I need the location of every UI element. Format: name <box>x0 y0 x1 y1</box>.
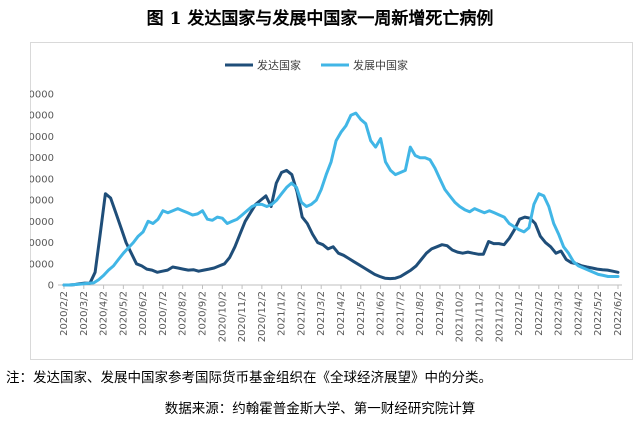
series-line-1 <box>62 168 620 287</box>
y-tick-label: 20000 <box>30 238 54 249</box>
series-line-2 <box>62 111 620 287</box>
x-tick-label: 2022/3/2 <box>554 291 565 336</box>
x-tick-label: 2021/12/2 <box>494 291 505 342</box>
x-tick-label: 2021/7/2 <box>395 291 406 336</box>
x-tick-label: 2022/5/2 <box>593 291 604 336</box>
x-tick-label: 2022/6/2 <box>613 291 624 336</box>
x-tick-label: 2020/5/2 <box>118 291 129 336</box>
legend-label: 发达国家 <box>257 58 301 72</box>
x-tick-label: 2021/10/2 <box>455 291 466 342</box>
x-axis: 2020/2/2 2020/3/2 2020/4/2 2020/5/2 2020/6/2… <box>58 284 624 342</box>
x-tick-label: 2020/11/2 <box>237 291 248 342</box>
x-tick-label: 2020/2/2 <box>59 291 70 336</box>
y-tick-label: 30000 <box>30 217 54 228</box>
y-tick-label: 40000 <box>30 196 54 207</box>
x-tick-label: 2020/7/2 <box>158 291 169 336</box>
x-tick-label: 2021/9/2 <box>435 291 446 336</box>
x-tick-label: 2021/6/2 <box>376 291 387 336</box>
x-tick-label: 2021/8/2 <box>415 291 426 336</box>
x-tick-label: 2022/2/2 <box>534 291 545 336</box>
y-tick-label: 80000 <box>30 111 54 122</box>
y-tick-label: 50000 <box>30 174 54 185</box>
x-tick-label: 2020/6/2 <box>138 291 149 336</box>
x-tick-label: 2020/4/2 <box>99 291 110 336</box>
y-tick-label: 70000 <box>30 132 54 143</box>
y-axis: 0 10000 20000 30000 40000 50000 60000 70000 8000… <box>30 90 54 292</box>
x-tick-label: 2021/2/2 <box>296 291 307 336</box>
x-tick-label: 2021/11/2 <box>475 291 486 342</box>
chart-note: 注：发达国家、发展中国家参考国际货币基金组织在《全球经济展望》中的分类。 <box>6 370 492 386</box>
x-tick-label: 2021/4/2 <box>336 291 347 336</box>
x-tick-label: 2021/1/2 <box>277 291 288 336</box>
x-tick-label: 2022/4/2 <box>573 291 584 336</box>
line-chart: 发达国家 发展中国家 0 10000 20000 30000 40000 50000 6000… <box>30 58 624 342</box>
x-tick-label: 2020/3/2 <box>79 291 90 336</box>
legend-label: 发展中国家 <box>353 58 408 72</box>
x-tick-label: 2021/3/2 <box>316 291 327 336</box>
x-tick-label: 2020/12/2 <box>257 291 268 342</box>
y-tick-label: 0 <box>48 281 54 292</box>
y-tick-label: 10000 <box>30 259 54 270</box>
chart-title: 图 1 发达国家与发展中国家一周新增死亡病例 <box>146 9 494 29</box>
x-tick-label: 2020/8/2 <box>178 291 189 336</box>
x-tick-label: 2020/9/2 <box>198 291 209 336</box>
series-lines <box>62 111 620 287</box>
x-tick-label: 2020/10/2 <box>217 291 228 342</box>
chart-frame <box>30 42 633 360</box>
x-tick-label: 2022/1/2 <box>514 291 525 336</box>
x-tick-label: 2021/5/2 <box>356 291 367 336</box>
legend: 发达国家 发展中国家 <box>225 58 408 72</box>
y-tick-label: 90000 <box>30 90 54 101</box>
data-source: 数据来源：约翰霍普金斯大学、第一财经研究院计算 <box>164 401 476 417</box>
y-tick-label: 60000 <box>30 153 54 164</box>
